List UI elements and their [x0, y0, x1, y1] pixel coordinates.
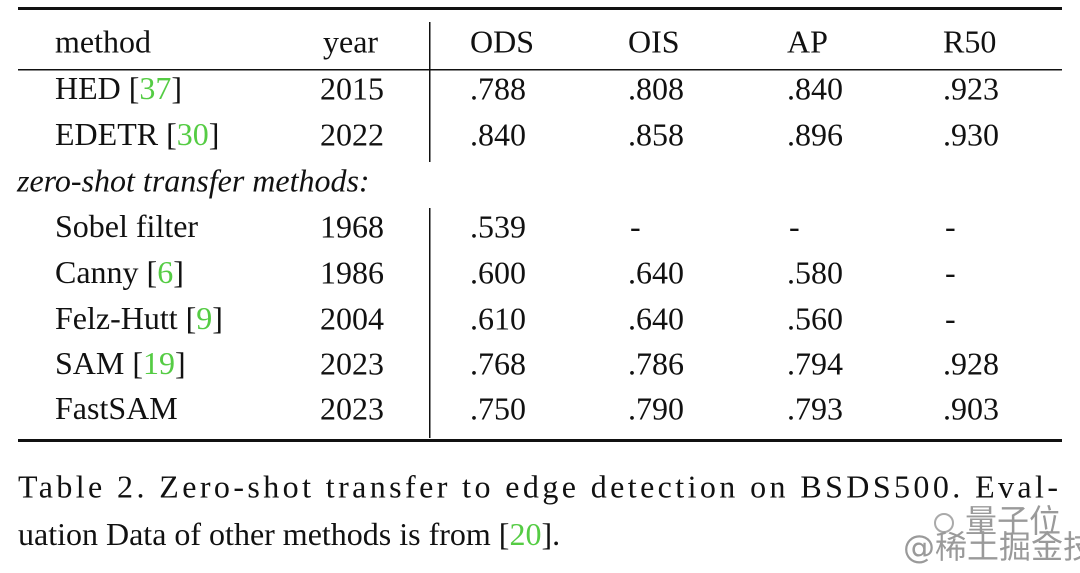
- score-cell: -: [945, 254, 956, 290]
- score-cell: -: [945, 300, 956, 336]
- score-cell: .786: [628, 345, 684, 381]
- citation: 9: [196, 300, 212, 336]
- year-cell: 2022: [320, 116, 384, 152]
- text-segment: uation Data of other methods is from [: [18, 516, 509, 552]
- citation: 37: [139, 70, 171, 106]
- column-header: R50: [943, 23, 996, 59]
- text-segment: Felz-Hutt [: [55, 300, 196, 336]
- method-cell: HED [37]: [55, 70, 182, 106]
- watermark-source: @稀土掘金技术社区: [903, 528, 1080, 566]
- score-cell: .858: [628, 116, 684, 152]
- score-cell: .923: [943, 70, 999, 106]
- score-cell: .600: [470, 254, 526, 290]
- method-cell: Felz-Hutt [9]: [55, 300, 223, 336]
- text-segment: EDETR [: [55, 116, 177, 152]
- column-divider: [429, 22, 431, 162]
- score-cell: .928: [943, 345, 999, 381]
- text-segment: ]: [173, 254, 184, 290]
- year-cell: 2023: [320, 345, 384, 381]
- column-header: OIS: [628, 23, 680, 59]
- year-cell: 2015: [320, 70, 384, 106]
- score-cell: .896: [787, 116, 843, 152]
- score-cell: .640: [628, 254, 684, 290]
- column-header: year: [323, 23, 378, 59]
- text-segment: Canny [: [55, 254, 157, 290]
- text-segment: ].: [541, 516, 560, 552]
- column-header: method: [55, 23, 151, 59]
- score-cell: .768: [470, 345, 526, 381]
- year-cell: 2023: [320, 390, 384, 426]
- score-cell: .794: [787, 345, 843, 381]
- method-cell: Sobel filter: [55, 208, 198, 244]
- section-label: zero-shot transfer methods:: [16, 162, 370, 198]
- text-segment: ]: [171, 70, 182, 106]
- score-cell: .793: [787, 390, 843, 426]
- citation: 6: [157, 254, 173, 290]
- text-segment: SAM [: [55, 345, 143, 381]
- column-header: ODS: [470, 23, 534, 59]
- score-cell: -: [945, 208, 956, 244]
- text-segment: ]: [212, 300, 223, 336]
- text-segment: Sobel filter: [55, 208, 198, 244]
- score-cell: .840: [787, 70, 843, 106]
- column-header: AP: [787, 23, 828, 59]
- score-cell: .903: [943, 390, 999, 426]
- method-cell: SAM [19]: [55, 345, 186, 381]
- score-cell: .580: [787, 254, 843, 290]
- score-cell: .560: [787, 300, 843, 336]
- score-cell: .788: [470, 70, 526, 106]
- citation: 30: [177, 116, 209, 152]
- text-segment: ]: [175, 345, 186, 381]
- score-cell: .539: [470, 208, 526, 244]
- score-cell: .750: [470, 390, 526, 426]
- method-cell: EDETR [30]: [55, 116, 219, 152]
- year-cell: 1968: [320, 208, 384, 244]
- score-cell: -: [789, 208, 800, 244]
- score-cell: .790: [628, 390, 684, 426]
- watermark-icon: [934, 513, 954, 533]
- caption: Table 2. Zero-shot transfer to edge dete…: [18, 468, 1058, 504]
- caption: uation Data of other methods is from [20…: [18, 516, 560, 552]
- header-rule: [18, 69, 1062, 71]
- text-segment: FastSAM: [55, 390, 178, 426]
- text-segment: ]: [209, 116, 220, 152]
- method-cell: Canny [6]: [55, 254, 184, 290]
- score-cell: .640: [628, 300, 684, 336]
- score-cell: .840: [470, 116, 526, 152]
- citation: 20: [509, 516, 541, 552]
- column-divider: [429, 208, 431, 438]
- score-cell: .808: [628, 70, 684, 106]
- score-cell: -: [630, 208, 641, 244]
- score-cell: .930: [943, 116, 999, 152]
- year-cell: 1986: [320, 254, 384, 290]
- top-rule: [18, 7, 1062, 10]
- method-cell: FastSAM: [55, 390, 178, 426]
- year-cell: 2004: [320, 300, 384, 336]
- citation: 19: [143, 345, 175, 381]
- watermark-brand: 量子位: [965, 502, 1061, 540]
- watermark: 量子位 @稀土掘金技术社区: [903, 502, 1080, 566]
- bottom-rule: [18, 439, 1062, 442]
- text-segment: HED [: [55, 70, 139, 106]
- score-cell: .610: [470, 300, 526, 336]
